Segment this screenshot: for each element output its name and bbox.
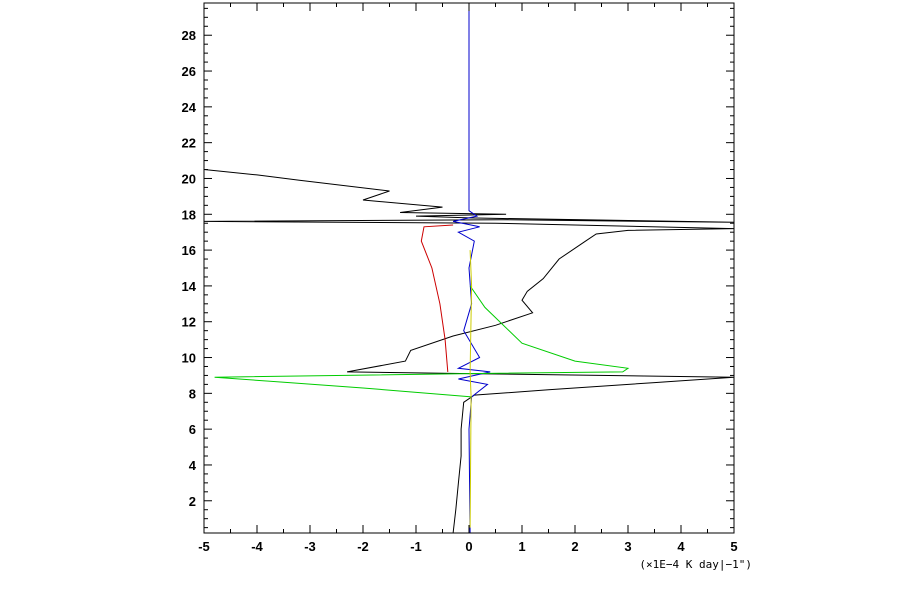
y-tick-label: 16 (182, 243, 196, 258)
x-unit-label: (×1E−4 K day|−1") (639, 558, 752, 571)
x-tick-label: -5 (198, 539, 210, 554)
series-line-4 (214, 285, 630, 398)
series-line-5 (469, 250, 473, 528)
y-tick-label: 14 (182, 279, 197, 294)
y-tick-label: 10 (182, 351, 196, 366)
x-tick-label: 3 (624, 539, 631, 554)
y-tick-label: 12 (182, 315, 196, 330)
y-tick-label: 18 (182, 207, 196, 222)
x-tick-label: 0 (465, 539, 472, 554)
y-tick-label: 26 (182, 64, 196, 79)
y-tick-label: 8 (189, 386, 196, 401)
x-tick-label: 2 (571, 539, 578, 554)
series-line-2 (452, 3, 491, 533)
y-tick-label: 2 (189, 494, 196, 509)
y-tick-label: 28 (182, 28, 196, 43)
series-line-3 (420, 224, 454, 372)
x-tick-label: -1 (410, 539, 422, 554)
y-tick-label: 4 (189, 458, 197, 473)
series-layer (204, 3, 734, 533)
x-tick-label: 1 (518, 539, 525, 554)
x-tick-label: -3 (304, 539, 316, 554)
x-tick-label: -4 (251, 539, 263, 554)
x-tick-label: 5 (730, 539, 737, 554)
y-tick-label: 24 (182, 100, 197, 115)
x-tick-label: 4 (677, 539, 685, 554)
y-tick-label: 6 (189, 422, 196, 437)
series-line-1 (204, 169, 734, 533)
y-tick-label: 22 (182, 136, 196, 151)
x-tick-label: -2 (357, 539, 369, 554)
y-tick-label: 20 (182, 171, 196, 186)
